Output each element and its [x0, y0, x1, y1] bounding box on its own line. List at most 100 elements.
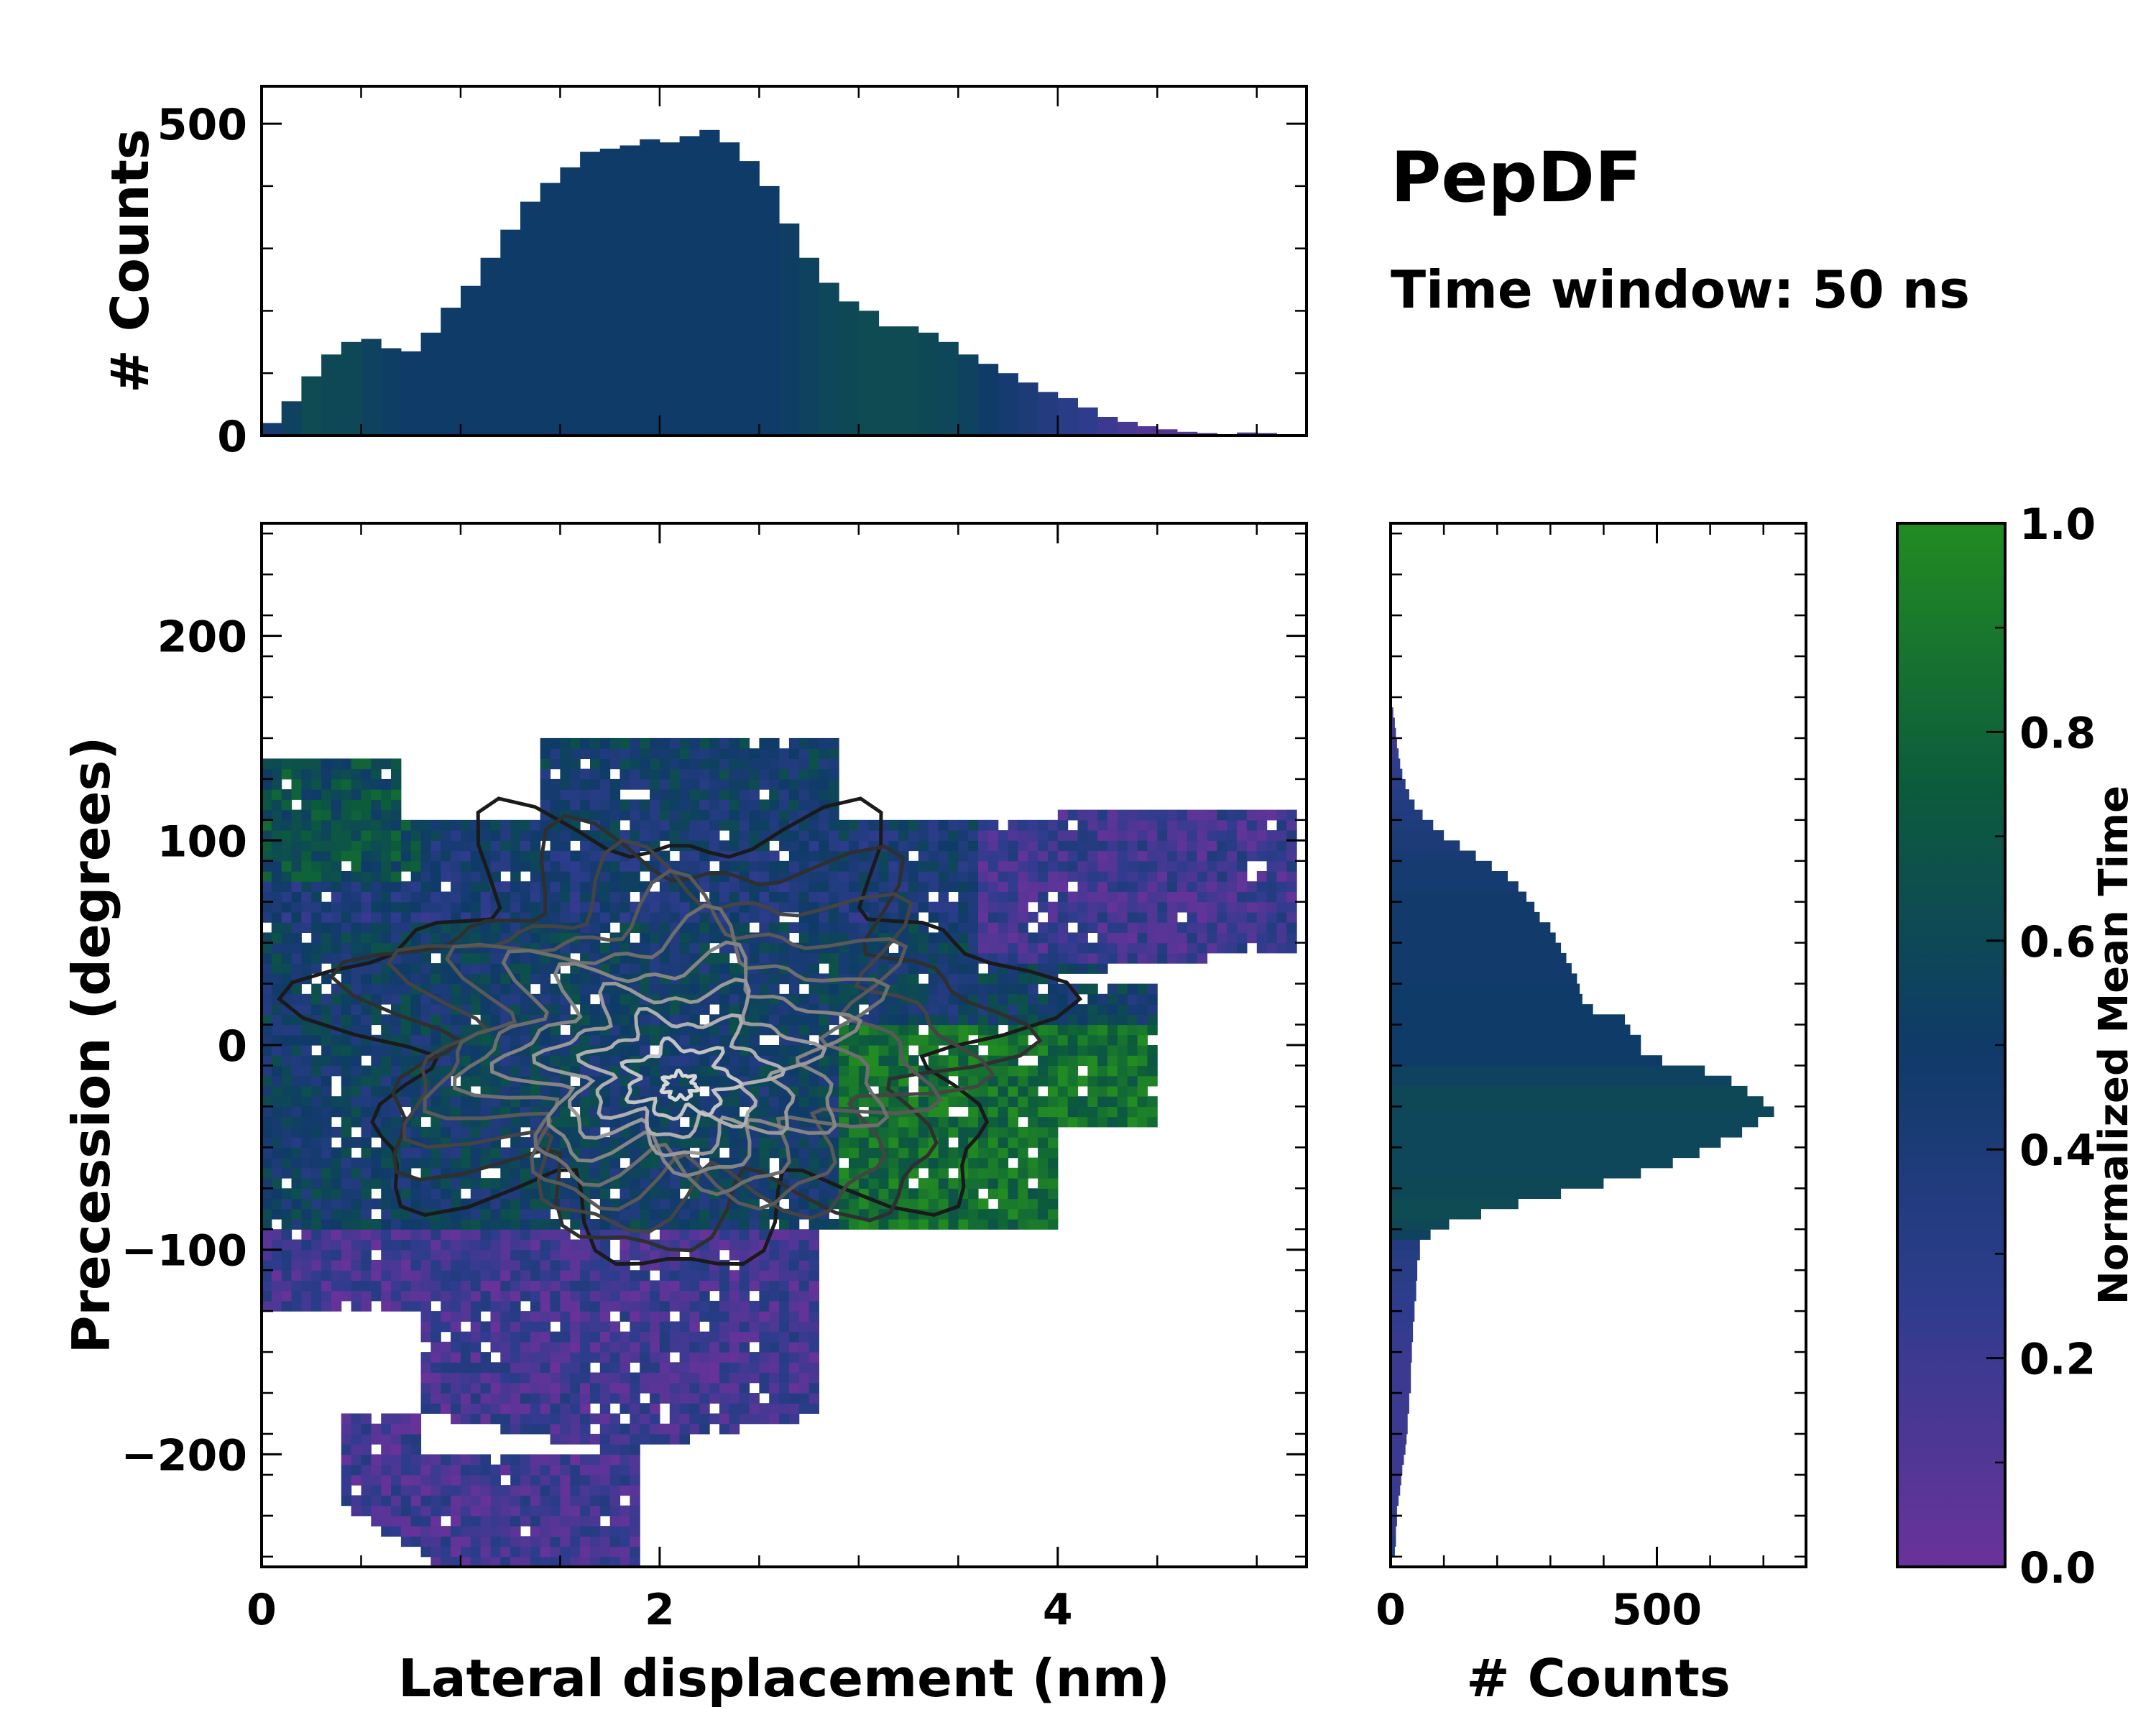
heatmap-cell	[480, 1208, 491, 1220]
heatmap-cell	[400, 1034, 412, 1046]
heatmap-cell	[262, 789, 272, 800]
heatmap-cell	[779, 901, 790, 913]
heatmap-cell	[361, 1198, 372, 1210]
heatmap-cell	[739, 1096, 750, 1107]
heatmap-cell	[381, 932, 392, 944]
heatmap-cell	[400, 1085, 412, 1097]
heatmap-cell	[640, 1198, 650, 1210]
heatmap-cell	[470, 1208, 482, 1220]
heatmap-cell	[998, 911, 1009, 923]
heatmap-cell	[948, 1147, 959, 1159]
heatmap-cell	[699, 809, 710, 821]
heatmap-cell	[987, 983, 999, 995]
heatmap-cell	[938, 1167, 949, 1179]
heatmap-cell	[530, 1546, 541, 1558]
heatmap-cell	[580, 1362, 591, 1374]
heatmap-cell	[630, 778, 640, 790]
heatmap-cell	[798, 963, 810, 974]
heatmap-cell	[958, 911, 969, 923]
heatmap-cell	[1227, 911, 1238, 923]
heatmap-cell	[311, 911, 322, 923]
heatmap-cell	[630, 1341, 640, 1353]
heatmap-cell	[271, 860, 282, 872]
heatmap-cell	[371, 1229, 382, 1240]
heatmap-cell	[1217, 932, 1227, 944]
heatmap-cell	[719, 768, 730, 780]
heatmap-cell	[1157, 850, 1168, 862]
heatmap-cell	[640, 1311, 650, 1322]
heatmap-cell	[719, 840, 730, 852]
heatmap-cell	[699, 1331, 710, 1343]
heatmap-cell	[659, 1433, 671, 1445]
heatmap-cell	[420, 1147, 431, 1159]
heatmap-cell	[441, 1147, 451, 1159]
heatmap-cell	[849, 952, 860, 964]
heatmap-cell	[829, 737, 839, 749]
heatmap-cell	[679, 1372, 690, 1384]
heatmap-cell	[461, 850, 471, 862]
heatmap-cell	[1127, 1055, 1138, 1066]
heatmap-cell	[371, 1485, 382, 1496]
heatmap-cell	[271, 1280, 282, 1292]
heatmap-cell	[948, 901, 959, 913]
heatmap-cell	[1137, 1065, 1148, 1077]
heatmap-cell	[650, 830, 660, 841]
heatmap-cell	[510, 1208, 521, 1220]
heatmap-cell	[1197, 840, 1208, 852]
heatmap-cell	[998, 1167, 1009, 1179]
heatmap-cell	[788, 1075, 800, 1087]
heatmap-cell	[490, 1239, 501, 1251]
heatmap-cell	[599, 1311, 611, 1322]
heatmap-cell	[958, 1024, 969, 1036]
heatmap-cell	[749, 1157, 760, 1169]
heatmap-cell	[430, 1505, 441, 1517]
heatmap-cell	[798, 1249, 810, 1261]
heatmap-cell	[958, 1137, 969, 1148]
heatmap-cell	[699, 768, 710, 780]
heatmap-cell	[410, 1055, 422, 1066]
heatmap-cell	[291, 1024, 302, 1036]
heatmap-cell	[729, 1229, 740, 1240]
heatmap-cell	[609, 1321, 621, 1333]
heatmap-cell	[470, 1515, 482, 1527]
heatmap-cell	[749, 1362, 760, 1374]
heatmap-cell	[759, 758, 770, 770]
heatmap-cell	[630, 1188, 640, 1200]
heatmap-cell	[788, 1290, 800, 1302]
heatmap-cell	[968, 1178, 979, 1189]
heatmap-cell	[540, 1085, 551, 1097]
heatmap-cell	[480, 1034, 491, 1046]
heatmap-cell	[281, 901, 292, 913]
heatmap-cell	[490, 1382, 501, 1394]
heatmap-cell	[599, 789, 611, 800]
heatmap-cell	[669, 1403, 681, 1414]
heatmap-cell	[759, 911, 770, 923]
heatmap-cell	[759, 983, 770, 995]
heatmap-cell	[719, 1300, 730, 1312]
heatmap-cell	[1077, 1055, 1088, 1066]
heatmap-cell	[510, 1321, 521, 1333]
heatmap-cell	[560, 830, 571, 841]
heatmap-cell	[530, 850, 541, 862]
heatmap-cell	[441, 1290, 451, 1302]
heatmap-cell	[808, 850, 819, 862]
heatmap-cell	[659, 1259, 671, 1271]
heatmap-cell	[540, 778, 551, 790]
heatmap-cell	[410, 819, 422, 831]
heatmap-cell	[311, 891, 322, 903]
heatmap-cell	[461, 993, 471, 1005]
heatmap-cell	[938, 1147, 949, 1159]
heatmap-cell	[410, 1423, 422, 1435]
heatmap-cell	[1137, 942, 1148, 954]
heatmap-cell	[451, 983, 461, 995]
heatmap-cell	[759, 1403, 770, 1414]
heatmap-cell	[381, 1045, 392, 1056]
heatmap-cell	[987, 819, 999, 831]
heatmap-cell	[788, 1229, 800, 1240]
heatmap-cell	[351, 1085, 361, 1097]
heatmap-cell	[1217, 850, 1227, 862]
heatmap-cell	[1057, 901, 1069, 913]
heatmap-cell	[410, 1219, 422, 1230]
heatmap-cell	[998, 1126, 1009, 1138]
heatmap-cell	[998, 922, 1009, 933]
